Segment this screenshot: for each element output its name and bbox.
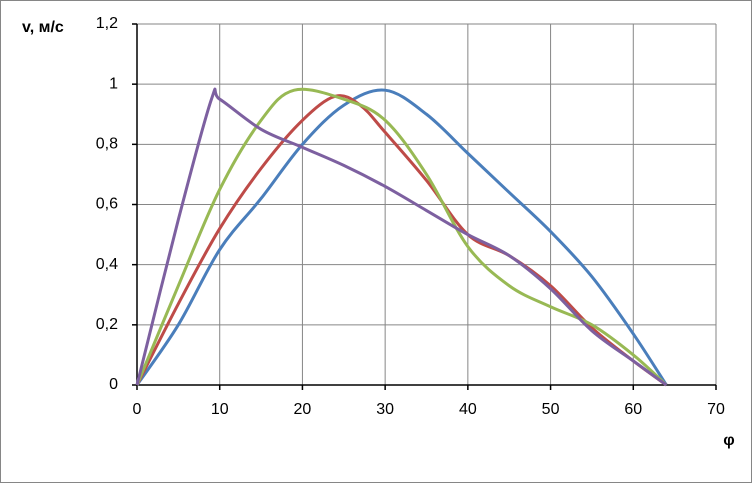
x-tick-label: 30	[376, 401, 394, 418]
x-tick-label: 0	[133, 401, 142, 418]
y-tick-label: 1	[109, 75, 118, 92]
y-tick-label: 0,4	[96, 256, 118, 273]
x-tick-label: 70	[707, 401, 725, 418]
y-tick-label: 0	[109, 376, 118, 393]
y-tick-label: 0,2	[96, 316, 118, 333]
x-tick-label: 10	[211, 401, 229, 418]
line-series	[135, 94, 668, 387]
x-tick-label: 60	[624, 401, 642, 418]
y-tick-label: 0,8	[96, 136, 118, 153]
x-axis-title: φ	[723, 432, 734, 449]
line-series	[135, 87, 668, 387]
x-tick-label: 20	[294, 401, 312, 418]
y-axis-title: v, м/с	[22, 19, 64, 36]
line-series	[135, 88, 668, 386]
x-tick-label: 50	[542, 401, 560, 418]
y-tick-label: 0,6	[96, 196, 118, 213]
y-tick-label: 1,2	[96, 15, 118, 32]
x-tick-label: 40	[459, 401, 477, 418]
